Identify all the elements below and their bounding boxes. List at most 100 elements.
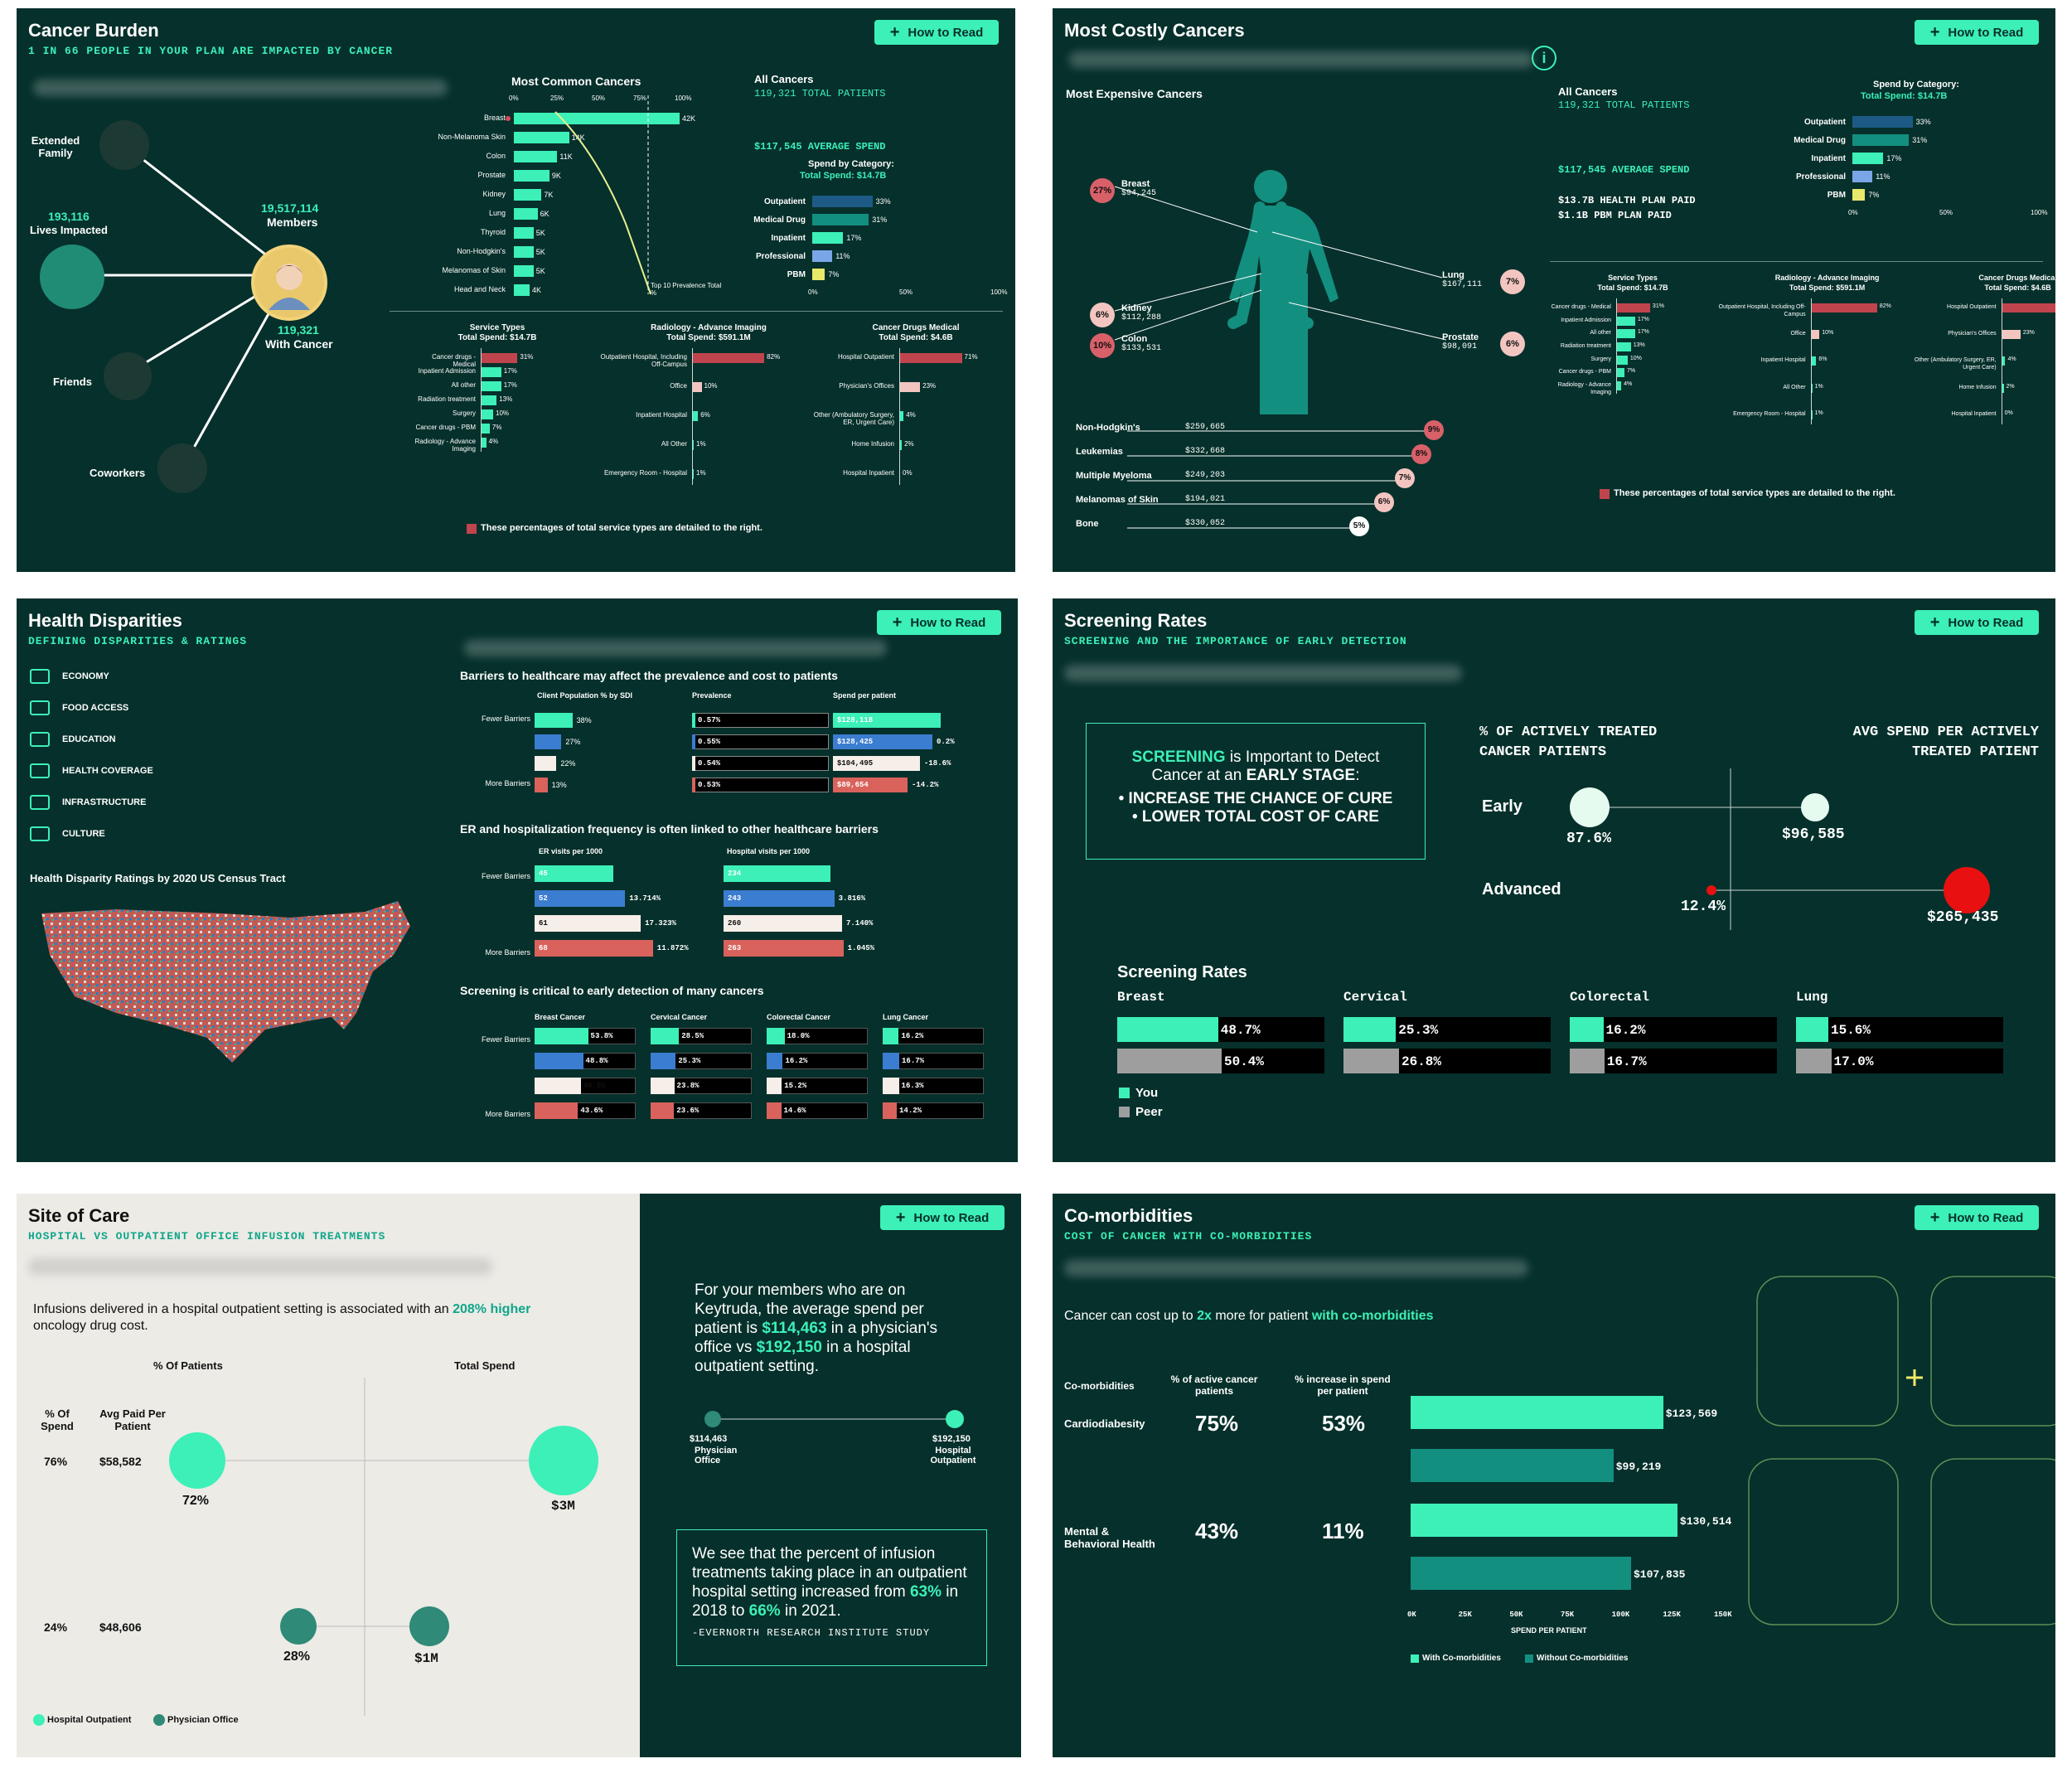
list-pct: 8% (1411, 444, 1431, 464)
how-to-read-button[interactable]: + How to Read (1915, 20, 2039, 45)
panel-title: Screening Rates (1064, 610, 1208, 631)
bar-value: 7% (491, 424, 502, 431)
bar-value: 5K (535, 267, 545, 275)
legend-swatch (467, 524, 477, 534)
bar-label: Medical Drug (1794, 136, 1846, 145)
screen-cell (767, 1102, 868, 1119)
peer-bar (1343, 1049, 1399, 1073)
col-patients: % Of Patients (153, 1359, 223, 1372)
pct-badge: 6% (1090, 303, 1115, 327)
intro-text: Infusions delivered in a hospital outpat… (33, 1302, 531, 1333)
bar-label: All other (1590, 330, 1611, 337)
chart-title: Service Types (469, 323, 525, 332)
chart-total: Total Spend: $4.6B (879, 333, 953, 342)
col-header: Colorectal Cancer (767, 1013, 831, 1021)
cancer-name: Prostate (1442, 332, 1479, 342)
screen-value: 16.2% (785, 1057, 808, 1065)
bar-value: 17% (846, 234, 862, 242)
bar-label: PBM (1827, 191, 1846, 200)
bar-label: Outpatient Hospital, Including Off-Campu… (1718, 304, 1806, 317)
how-to-read-button[interactable]: + How to Read (877, 610, 1001, 635)
how-to-read-button[interactable]: + How to Read (1915, 1205, 2039, 1230)
bar (2002, 383, 2004, 393)
bar (514, 113, 680, 124)
plus-icon: + (1929, 1208, 1940, 1227)
info-icon[interactable]: i (1532, 46, 1556, 70)
screen-bar (767, 1028, 785, 1044)
tick-label: 0% (808, 288, 818, 296)
how-to-read-button[interactable]: + How to Read (1915, 610, 2039, 635)
bar-label: Radiation treatment (418, 395, 476, 403)
screen-bar (767, 1053, 783, 1069)
screen-bar (535, 1028, 588, 1044)
er-delta: 11.872% (656, 944, 689, 952)
bar-label: Prostate (477, 171, 506, 179)
rate-col-header: Colorectal (1570, 990, 1650, 1005)
blurred-text (1064, 665, 1462, 681)
bar-value: 11% (1876, 172, 1890, 181)
comorbidity-inc: 53% (1322, 1411, 1366, 1436)
fewer-label: Fewer Barriers (481, 1035, 530, 1044)
early-label: Early (1482, 797, 1523, 816)
bar-label: Outpatient Hospital, Including Off-Campu… (600, 353, 687, 368)
header-left: % OF ACTIVELY TREATED CANCER PATIENTS (1479, 724, 1658, 760)
bar-value: 17% (1637, 316, 1649, 322)
col-header: Client Population % by SDI (537, 691, 633, 700)
bar (1617, 303, 1650, 313)
pop-value: 22% (560, 759, 576, 768)
bar (2002, 356, 2006, 366)
er-value: 52 (539, 894, 548, 903)
plus-icon: + (1929, 22, 1940, 41)
dot-left-lbl: Physician Office (695, 1446, 738, 1466)
bar-label: Inpatient Hospital (1760, 357, 1806, 364)
rates-title: Screening Rates (1117, 963, 1247, 981)
how-to-read-button[interactable]: + How to Read (880, 1205, 1005, 1230)
bar (1617, 316, 1635, 326)
tick-label: 125K (1663, 1611, 1681, 1619)
bar (1811, 356, 1817, 366)
screen-bar (535, 1102, 579, 1119)
er-bar (535, 865, 613, 882)
bar-value: 10% (1629, 355, 1642, 361)
list-name: Non-Hodgkin's (1076, 423, 1140, 433)
cancer-name: Lung (1442, 270, 1464, 280)
bar-label: Lung (488, 209, 506, 217)
bar-value: 4% (488, 438, 499, 445)
bar-label: Hospital Outpatient (1947, 304, 1997, 310)
you-value: 16.2% (1605, 1023, 1646, 1038)
blurred-text (1064, 1260, 1528, 1277)
screen-bar (535, 1078, 581, 1094)
with-cancer-label: With Cancer (265, 337, 333, 351)
hosp-value: 260 (728, 919, 742, 928)
bar (1811, 409, 1813, 419)
cancer-cost: $98,091 (1442, 342, 1478, 351)
comorbidity-name: Mental & Behavioral Health (1064, 1525, 1155, 1550)
panel-cancer-burden: Cancer Burden 1 IN 66 PEOPLE IN YOUR PLA… (17, 8, 1015, 572)
hosp-bar (724, 940, 844, 957)
list-name: Leukemias (1076, 447, 1123, 457)
blurred-text (28, 1258, 492, 1275)
pop-bar (535, 713, 573, 728)
er-bar (535, 940, 653, 957)
early-pct: 87.6% (1566, 831, 1612, 847)
col-spend: Total Spend (454, 1359, 516, 1372)
plus-icon: + (889, 22, 900, 41)
er-bar (535, 915, 641, 932)
advanced-label: Advanced (1482, 880, 1561, 899)
chart-title: Service Types (1608, 274, 1658, 282)
h-pct-spend: % Of Spend (41, 1407, 74, 1432)
category-label: CULTURE (62, 829, 105, 839)
list-cost: $259,665 (1185, 423, 1226, 432)
pop-bar (535, 778, 548, 792)
tick-label: 0% (1848, 209, 1858, 216)
how-to-read-button[interactable]: + How to Read (874, 20, 999, 45)
lives-node (40, 245, 104, 309)
bar-label: Professional (1795, 172, 1846, 182)
bar (812, 269, 825, 280)
list-pct: 5% (1349, 516, 1369, 536)
bar-value: 6% (700, 411, 710, 419)
pct-badge: 7% (1500, 269, 1525, 294)
bar (482, 367, 501, 377)
bar-value: 7K (544, 191, 554, 199)
quote-text: We see that the percent of infusion trea… (692, 1545, 967, 1620)
